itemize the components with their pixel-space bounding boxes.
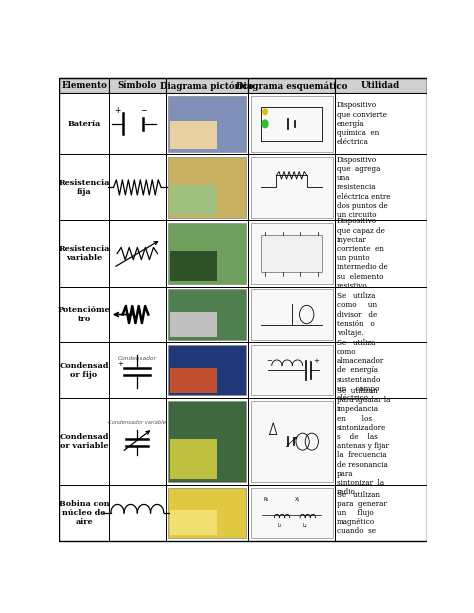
Bar: [248, 78, 335, 93]
Bar: [170, 121, 217, 149]
Bar: [335, 93, 427, 154]
Bar: [109, 221, 166, 287]
Bar: [166, 343, 248, 398]
Bar: [335, 221, 427, 287]
Bar: [251, 345, 333, 395]
Text: Condensad
or fijo: Condensad or fijo: [59, 362, 109, 379]
Bar: [59, 398, 109, 485]
Bar: [248, 343, 335, 398]
Bar: [59, 93, 109, 154]
Bar: [168, 401, 246, 482]
Bar: [335, 154, 427, 221]
Bar: [335, 78, 427, 93]
Text: L₂: L₂: [303, 523, 308, 528]
Bar: [166, 485, 248, 541]
Bar: [168, 345, 246, 395]
Text: Potencióme
tro: Potencióme tro: [58, 306, 110, 323]
Text: Se   utiliza
como
almacenador
de  energía
sustentando
un    campo
eléctrico: Se utiliza como almacenador de energía s…: [337, 339, 384, 402]
Bar: [251, 223, 333, 284]
Bar: [335, 343, 427, 398]
Bar: [59, 343, 109, 398]
Bar: [170, 368, 217, 392]
Bar: [59, 221, 109, 287]
Bar: [109, 343, 166, 398]
Text: Se   utilizan
para  generar
un     flujo
magnético
cuando  se: Se utilizan para generar un flujo magnét…: [337, 490, 387, 535]
Bar: [248, 398, 335, 485]
Text: Dispositivo
que convierte
energía
química  en
eléctrica: Dispositivo que convierte energía químic…: [337, 102, 387, 147]
Bar: [248, 221, 335, 287]
Text: −: −: [140, 106, 146, 115]
Text: L₁: L₁: [277, 523, 282, 528]
Bar: [248, 93, 335, 154]
Text: Símbolo: Símbolo: [118, 82, 157, 90]
Bar: [166, 93, 248, 154]
Bar: [248, 287, 335, 343]
Text: Dispositivo
que capaz de
inyectar
corriente  en
un punto
intermedio de
su  eleme: Dispositivo que capaz de inyectar corrie…: [337, 218, 388, 290]
Text: +: +: [314, 358, 319, 364]
Bar: [251, 488, 333, 538]
Circle shape: [262, 120, 268, 128]
Bar: [170, 251, 217, 281]
Bar: [109, 287, 166, 343]
Bar: [168, 488, 246, 538]
Bar: [109, 485, 166, 541]
Bar: [166, 221, 248, 287]
Bar: [170, 439, 217, 479]
Text: Resistencia
fija: Resistencia fija: [58, 179, 110, 196]
Bar: [335, 485, 427, 541]
Text: +: +: [115, 106, 121, 115]
Bar: [335, 287, 427, 343]
Text: Dispositivo
que  agrega
una
resistencia
eléctrica entre
dos puntos de
un circuit: Dispositivo que agrega una resistencia e…: [337, 156, 391, 219]
Circle shape: [263, 109, 267, 115]
Bar: [59, 154, 109, 221]
Bar: [109, 154, 166, 221]
Text: Resistencia
variable: Resistencia variable: [58, 245, 110, 262]
Bar: [59, 485, 109, 541]
Bar: [170, 185, 217, 215]
Bar: [261, 235, 322, 272]
Bar: [335, 398, 427, 485]
Text: Utilidad: Utilidad: [361, 82, 401, 90]
Bar: [168, 157, 246, 218]
Bar: [109, 93, 166, 154]
Bar: [59, 78, 109, 93]
Text: Batería: Batería: [67, 120, 100, 128]
Bar: [251, 157, 333, 218]
Bar: [168, 289, 246, 340]
Bar: [251, 289, 333, 340]
Bar: [170, 311, 217, 337]
Text: Condensador: Condensador: [118, 356, 157, 361]
Bar: [166, 78, 248, 93]
Bar: [168, 223, 246, 284]
Bar: [166, 287, 248, 343]
Text: X₁: X₁: [295, 497, 301, 503]
Bar: [170, 510, 217, 535]
Text: −: −: [266, 358, 272, 364]
Text: Bobina con
núcleo de
aire: Bobina con núcleo de aire: [59, 500, 109, 526]
Bar: [166, 398, 248, 485]
Text: Elemento: Elemento: [61, 82, 107, 90]
Bar: [166, 154, 248, 221]
Text: Condensad
or variable: Condensad or variable: [59, 433, 109, 450]
Text: +: +: [117, 360, 123, 367]
Text: Diagrama pictórico: Diagrama pictórico: [160, 81, 254, 91]
Bar: [251, 401, 333, 482]
Bar: [59, 287, 109, 343]
Bar: [248, 154, 335, 221]
Bar: [109, 78, 166, 93]
Text: Se  utilizan
para igualar la
impedancia
en       los
sintonizadore
s    de    la: Se utilizan para igualar la impedancia e…: [337, 387, 391, 497]
Bar: [248, 485, 335, 541]
Text: Diagrama esquemático: Diagrama esquemático: [236, 81, 347, 91]
Bar: [109, 398, 166, 485]
Bar: [168, 96, 246, 151]
Text: Condensador variable: Condensador variable: [109, 421, 166, 425]
Bar: [251, 96, 333, 151]
Text: Se   utiliza
como     un
divisor   de
tensión   o
voltaje.: Se utiliza como un divisor de tensión o …: [337, 292, 377, 337]
Text: R₁: R₁: [263, 497, 268, 503]
